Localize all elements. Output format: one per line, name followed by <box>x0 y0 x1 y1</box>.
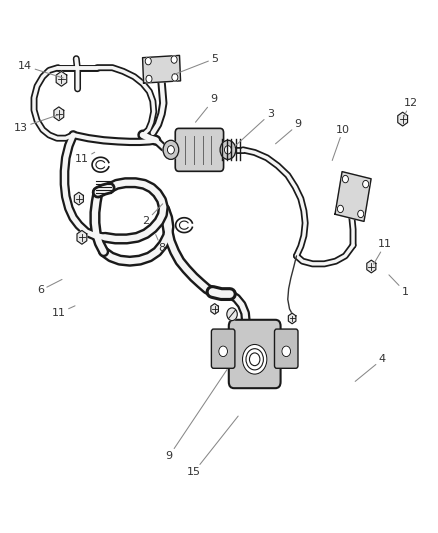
Text: 12: 12 <box>403 98 417 117</box>
Text: 11: 11 <box>75 152 95 164</box>
Text: 9: 9 <box>195 94 217 122</box>
Text: 9: 9 <box>276 119 302 144</box>
Text: 9: 9 <box>166 369 227 462</box>
Polygon shape <box>367 260 376 273</box>
Polygon shape <box>74 192 83 205</box>
Text: 8: 8 <box>155 235 165 253</box>
Circle shape <box>363 180 369 188</box>
FancyBboxPatch shape <box>229 320 281 388</box>
Polygon shape <box>77 230 87 244</box>
Text: 10: 10 <box>332 125 350 160</box>
Text: 2: 2 <box>142 204 162 227</box>
Circle shape <box>224 146 231 154</box>
Circle shape <box>343 175 348 183</box>
Text: 11: 11 <box>374 239 392 264</box>
FancyBboxPatch shape <box>275 329 298 368</box>
Circle shape <box>227 308 237 320</box>
Text: 4: 4 <box>355 354 386 382</box>
Circle shape <box>146 75 152 83</box>
Circle shape <box>246 349 263 370</box>
Circle shape <box>163 140 179 159</box>
Text: 3: 3 <box>234 109 274 147</box>
Circle shape <box>172 74 178 81</box>
Polygon shape <box>211 304 219 314</box>
Polygon shape <box>56 71 67 86</box>
Text: 6: 6 <box>37 279 62 295</box>
Circle shape <box>358 210 364 217</box>
Circle shape <box>220 140 236 159</box>
FancyBboxPatch shape <box>212 329 235 368</box>
Polygon shape <box>288 313 296 324</box>
Circle shape <box>167 146 174 154</box>
Polygon shape <box>398 112 408 126</box>
FancyBboxPatch shape <box>175 128 223 171</box>
Circle shape <box>250 353 260 366</box>
Polygon shape <box>142 55 180 83</box>
Circle shape <box>282 346 290 357</box>
Text: 14: 14 <box>18 61 63 78</box>
Text: 1: 1 <box>389 275 409 297</box>
Circle shape <box>171 56 177 63</box>
Circle shape <box>145 58 151 65</box>
Circle shape <box>243 344 267 374</box>
Text: 15: 15 <box>187 416 238 477</box>
Polygon shape <box>335 172 371 221</box>
Circle shape <box>337 205 343 213</box>
Text: 11: 11 <box>52 306 75 318</box>
Polygon shape <box>54 107 64 120</box>
Text: 5: 5 <box>174 54 218 75</box>
Text: 13: 13 <box>14 115 59 133</box>
Circle shape <box>219 346 227 357</box>
